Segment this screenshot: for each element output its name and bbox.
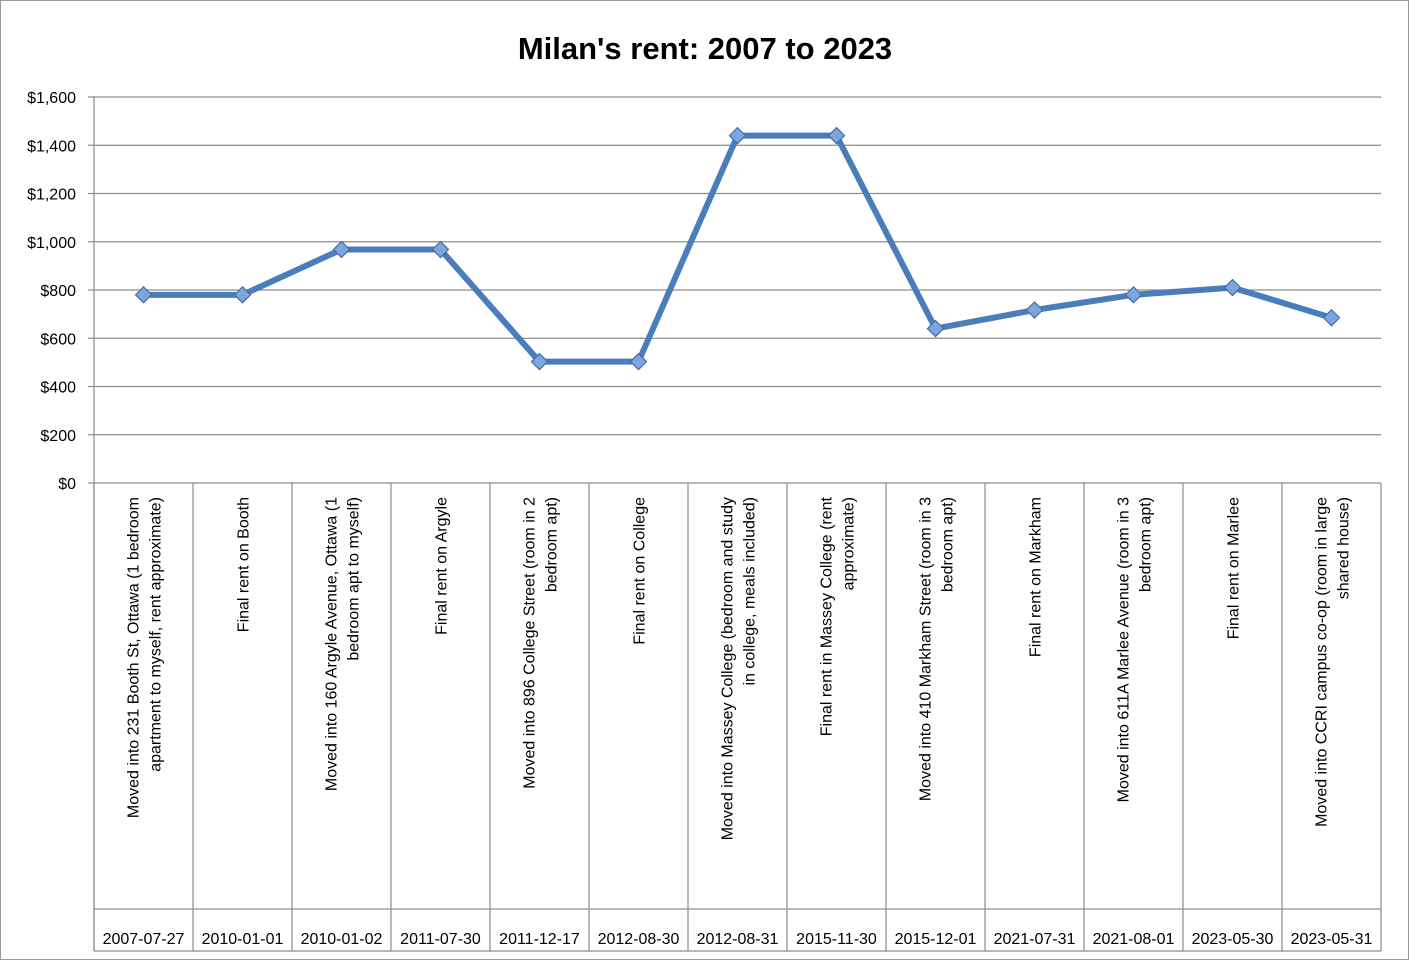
- y-tick-label: $1,600: [27, 90, 76, 107]
- axes: [88, 96, 1382, 952]
- category-label-line: in college, meals included): [742, 497, 759, 686]
- y-tick-label: $1,000: [27, 235, 76, 252]
- y-tick-label: $1,400: [27, 138, 76, 155]
- y-tick-label: $600: [40, 331, 76, 348]
- category-label-group: Final rent in Massey College (rent approx…: [819, 496, 858, 736]
- category-label-group: Final rent on Marlee: [1226, 497, 1243, 639]
- category-date: 2021-08-01: [1093, 931, 1175, 948]
- category-date: 2012-08-31: [697, 931, 779, 948]
- category-label-group: Moved into 160 Argyle Avenue, Ottawa (1 b…: [324, 497, 363, 791]
- category-label-line: Final rent in Massey College (rent: [819, 496, 836, 736]
- category-label-line: Moved into 611A Marlee Avenue (room in 3: [1116, 497, 1133, 802]
- category-label-line: Final rent on Argyle: [434, 497, 451, 635]
- category-label-group: Final rent on College: [632, 497, 649, 645]
- y-tick-label: $1,200: [27, 187, 76, 204]
- category-label-line: Moved into 160 Argyle Avenue, Ottawa (1: [324, 497, 341, 791]
- series-line-path: [140, 132, 1335, 365]
- y-tick-label: $800: [40, 283, 76, 300]
- data-point-marker: [629, 352, 648, 371]
- category-date: 2010-01-02: [301, 931, 383, 948]
- category-label-line: Final rent on Markham: [1028, 497, 1045, 657]
- data-point-marker: [530, 352, 549, 371]
- series-markers: [134, 126, 1341, 371]
- x-axis-categories: Moved into 231 Booth St, Ottawa (1 bedro…: [103, 496, 1373, 948]
- category-label-line: apartment to myself, rent approximate): [148, 497, 165, 772]
- category-label-line: bedroom apt): [544, 497, 561, 592]
- data-point-marker: [431, 240, 450, 259]
- data-point-marker: [1025, 301, 1044, 319]
- data-point-marker: [1124, 285, 1143, 304]
- data-point-marker: [1223, 278, 1242, 297]
- category-label-line: bedroom apt): [940, 497, 957, 592]
- data-point-marker: [926, 319, 945, 338]
- category-label-line: Final rent on Booth: [236, 497, 253, 632]
- data-point-marker: [233, 285, 252, 304]
- category-label-line: bedroom apt): [1138, 497, 1155, 592]
- y-tick-label: $400: [40, 380, 76, 397]
- series-line: [140, 132, 1335, 365]
- data-point-marker: [1322, 308, 1341, 327]
- y-tick-label: $0: [58, 476, 76, 493]
- gridlines: [94, 96, 1381, 436]
- y-tick-label: $200: [40, 428, 76, 445]
- category-label-line: Moved into 896 College Street (room in 2: [522, 497, 539, 789]
- data-point-marker: [332, 240, 351, 259]
- category-label-group: Final rent on Booth: [236, 497, 253, 632]
- category-label-group: Moved into 231 Booth St, Ottawa (1 bedro…: [126, 497, 165, 818]
- category-date: 2015-11-30: [796, 931, 877, 948]
- category-label-line: Moved into Massey College (bedroom and s…: [720, 497, 737, 840]
- category-label-group: Moved into 896 College Street (room in 2…: [522, 497, 561, 789]
- category-label-line: approximate): [841, 497, 858, 590]
- y-axis-ticks: $0 $200 $400 $600 $800 $1,000 $1,200 $1,400 $1,6…: [27, 90, 76, 493]
- data-point-marker: [728, 126, 747, 145]
- category-label-group: Final rent on Argyle: [434, 497, 451, 635]
- category-label-line: bedroom apt to myself): [346, 497, 363, 661]
- data-point-marker: [827, 126, 846, 145]
- category-label-group: Moved into 410 Markham Street (room in 3…: [918, 497, 957, 801]
- category-date: 2021-07-31: [994, 931, 1076, 948]
- chart-title: Milan's rent: 2007 to 2023: [518, 31, 892, 66]
- category-label-line: Moved into CCRI campus co-op (room in la…: [1314, 497, 1331, 827]
- category-date: 2015-12-01: [895, 931, 977, 948]
- category-date: 2011-12-17: [499, 931, 580, 948]
- category-label-group: Final rent on Markham: [1028, 497, 1045, 657]
- category-label-line: Moved into 231 Booth St, Ottawa (1 bedro…: [126, 497, 143, 818]
- category-date: 2023-05-31: [1291, 931, 1373, 948]
- category-label-line: shared house): [1336, 497, 1353, 599]
- category-label-group: Moved into 611A Marlee Avenue (room in 3…: [1116, 497, 1155, 802]
- category-date: 2011-07-30: [400, 931, 481, 948]
- category-label-line: Final rent on College: [632, 497, 649, 645]
- category-label-line: Final rent on Marlee: [1226, 497, 1243, 639]
- category-date: 2007-07-27: [103, 931, 185, 948]
- data-point-marker: [134, 285, 153, 304]
- category-date: 2010-01-01: [202, 931, 284, 948]
- category-date: 2023-05-30: [1192, 931, 1274, 948]
- category-date: 2012-08-30: [598, 931, 680, 948]
- category-label-group: Moved into Massey College (bedroom and s…: [720, 497, 759, 840]
- category-label-line: Moved into 410 Markham Street (room in 3: [918, 497, 935, 801]
- category-label-group: Moved into CCRI campus co-op (room in la…: [1314, 497, 1353, 827]
